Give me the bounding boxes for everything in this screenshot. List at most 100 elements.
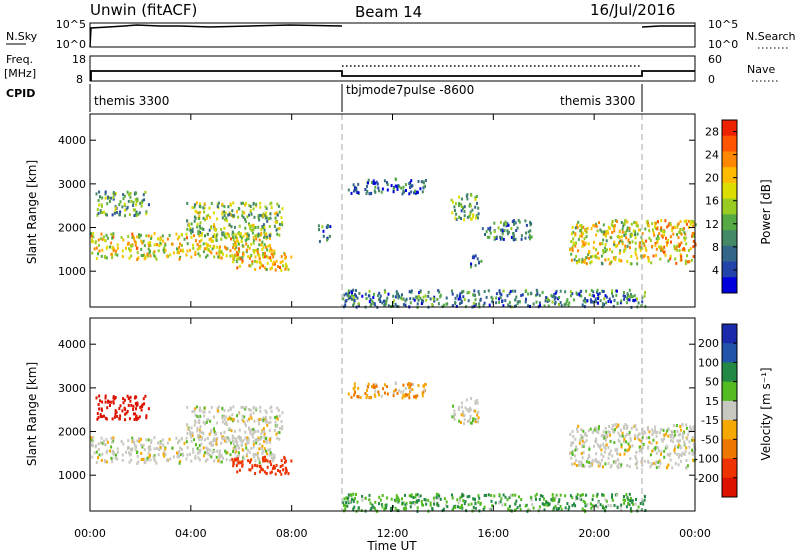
echo-cell <box>614 219 617 222</box>
colorbar-swatch <box>722 167 737 184</box>
echo-cell <box>202 206 205 210</box>
colorbar-swatch <box>722 400 737 421</box>
echo-cell <box>99 441 102 445</box>
echo-cell <box>634 425 637 429</box>
echo-cell <box>583 441 586 445</box>
echo-cell <box>369 192 372 196</box>
echo-cell <box>230 429 233 433</box>
echo-cell <box>564 290 567 294</box>
echo-cell <box>216 217 219 221</box>
echo-cell <box>261 468 264 472</box>
echo-cell <box>128 256 131 260</box>
echo-cell <box>205 214 208 218</box>
echo-cell <box>136 401 139 405</box>
echo-cell <box>643 459 646 463</box>
echo-cell <box>681 432 684 436</box>
echo-cell <box>252 236 255 240</box>
echo-cell <box>132 404 135 408</box>
echo-cell <box>214 235 216 239</box>
echo-cell <box>186 242 189 246</box>
echo-cell <box>127 397 130 401</box>
echo-cell <box>415 493 418 497</box>
echo-cell <box>469 204 472 208</box>
echo-cell <box>368 493 371 497</box>
echo-cell <box>395 496 398 500</box>
echo-cell <box>543 503 546 507</box>
echo-cell <box>474 196 477 200</box>
echo-cell <box>676 429 679 433</box>
echo-cell <box>199 226 202 230</box>
echo-cell <box>474 409 477 413</box>
echo-cell <box>264 205 267 209</box>
echo-cell <box>129 191 132 195</box>
echo-cell <box>229 203 232 207</box>
echo-cell <box>483 494 486 497</box>
echo-cell <box>409 301 412 305</box>
echo-cell <box>468 290 471 294</box>
echo-cell <box>398 499 401 502</box>
echo-cell <box>631 295 634 299</box>
echo-cell <box>269 451 272 455</box>
echo-cell <box>367 178 370 182</box>
echo-cell <box>153 436 156 440</box>
echo-cell <box>427 290 430 294</box>
echo-cell <box>280 268 283 272</box>
echo-cell <box>531 503 534 506</box>
colorbar-tick-label: 24 <box>705 149 719 162</box>
echo-cell <box>238 224 241 228</box>
echo-cell <box>196 210 199 214</box>
echo-cell <box>396 304 399 308</box>
echo-cell <box>607 456 610 460</box>
echo-cell <box>128 451 130 455</box>
echo-cell <box>104 192 107 196</box>
echo-cell <box>186 219 189 223</box>
echo-cell <box>284 467 287 471</box>
echo-cell <box>239 436 242 440</box>
echo-cell <box>193 438 195 442</box>
echo-cell <box>577 220 580 224</box>
echo-cell <box>474 400 477 404</box>
echo-cell <box>232 260 235 264</box>
echo-cell <box>366 184 368 188</box>
echo-cell <box>194 209 197 213</box>
echo-cell <box>433 298 436 302</box>
echo-cell <box>641 300 644 304</box>
echo-cell <box>210 455 213 459</box>
echo-cell <box>123 398 126 402</box>
echo-cell <box>395 290 398 294</box>
echo-cell <box>518 220 521 224</box>
echo-cell <box>524 504 527 508</box>
echo-cell <box>250 446 253 450</box>
echo-cell <box>237 444 240 448</box>
echo-cell <box>402 185 405 189</box>
echo-cell <box>260 263 263 266</box>
echo-cell <box>669 257 672 261</box>
echo-cell <box>596 505 599 509</box>
echo-cell <box>620 434 623 438</box>
echo-cell <box>257 214 260 218</box>
echo-cell <box>135 418 138 422</box>
echo-cell <box>589 261 592 265</box>
echo-cell <box>453 409 456 413</box>
echo-cell <box>616 506 619 510</box>
y-tick-label: 3000 <box>58 382 86 395</box>
echo-cell <box>100 204 103 208</box>
echo-cell <box>638 449 641 453</box>
echo-cell <box>216 421 219 425</box>
echo-cell <box>185 236 188 240</box>
echo-cell <box>142 443 145 447</box>
echo-cell <box>663 433 666 437</box>
echo-cell <box>628 229 631 233</box>
echo-cell <box>582 463 585 467</box>
echo-cell <box>203 206 206 210</box>
colorbar-tick-label: 100 <box>698 356 719 369</box>
echo-cell <box>257 232 260 236</box>
echo-cell <box>477 290 480 294</box>
echo-cell <box>114 412 117 416</box>
echo-cell <box>476 413 479 417</box>
echo-cell <box>275 211 278 215</box>
echo-cell <box>473 289 476 293</box>
echo-cell <box>486 235 489 239</box>
echo-cell <box>271 262 274 266</box>
echo-cell <box>453 205 456 209</box>
